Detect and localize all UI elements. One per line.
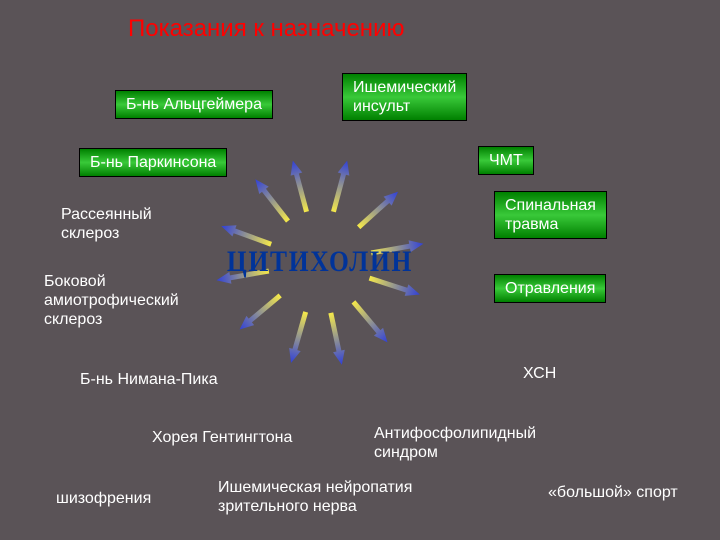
arrow-8 bbox=[240, 294, 282, 330]
arrow-7 bbox=[289, 311, 308, 363]
box-spinal: Спинальная травма bbox=[494, 191, 607, 239]
arrow-10 bbox=[221, 225, 272, 246]
label-als: Боковой амиотрофический склероз bbox=[44, 272, 179, 330]
label-schizo: шизофрения bbox=[56, 489, 151, 508]
page-title: Показания к назначению bbox=[128, 15, 404, 43]
arrow-5 bbox=[352, 300, 388, 342]
label-ms: Рассеянный склероз bbox=[61, 205, 152, 243]
label-chf: ХСН bbox=[523, 364, 556, 383]
arrow-6 bbox=[328, 312, 344, 364]
arrow-0 bbox=[291, 161, 309, 213]
label-niemann: Б-нь Нимана-Пика bbox=[80, 370, 218, 389]
box-alz: Б-нь Альцгеймера bbox=[115, 90, 273, 119]
label-hunt: Хорея Гентингтона bbox=[152, 428, 292, 447]
label-aps: Антифосфолипидный синдром bbox=[374, 424, 536, 462]
arrow-1 bbox=[331, 161, 349, 213]
box-poison: Отравления bbox=[494, 274, 606, 303]
box-parkinson: Б-нь Паркинсона bbox=[79, 148, 227, 177]
center-label: ЦИТИХОЛИН bbox=[227, 245, 413, 279]
box-stroke: Ишемический инсульт bbox=[342, 73, 467, 121]
label-sport: «большой» спорт bbox=[548, 483, 678, 502]
arrow-11 bbox=[255, 179, 290, 222]
label-optic: Ишемическая нейропатия зрительного нерва bbox=[218, 478, 412, 516]
box-tbi: ЧМТ bbox=[478, 146, 534, 175]
arrow-2 bbox=[357, 192, 398, 229]
diagram-stage: Показания к назначению ЦИТИХОЛИН Б-нь Ал… bbox=[0, 0, 720, 540]
